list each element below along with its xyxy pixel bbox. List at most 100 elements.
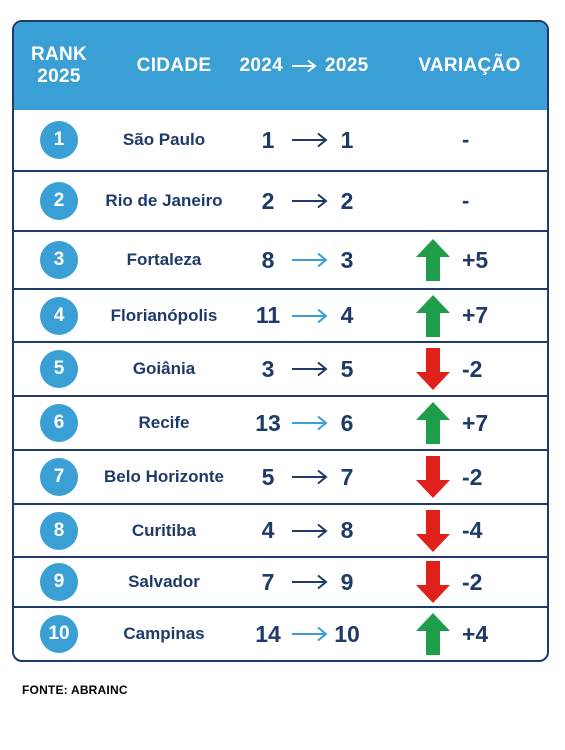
table-header: RANK 2025 CIDADE 2024 2025 VARIAÇÃO	[14, 22, 547, 110]
rank-cell: 6	[36, 397, 82, 449]
arrow-right-icon	[292, 626, 328, 642]
rank-2025: 1	[340, 126, 354, 153]
rank-badge: 4	[40, 296, 78, 335]
rank-change-arrow	[290, 558, 330, 606]
rank-change-arrow	[290, 608, 330, 660]
table-row: 1 São Paulo 1 1 -	[14, 110, 547, 170]
variation-cell: -2	[412, 343, 532, 395]
rank-cell: 4	[36, 290, 82, 341]
variation-value: -2	[462, 568, 483, 595]
variation-value: -2	[462, 463, 483, 490]
header-rank: RANK 2025	[14, 22, 104, 110]
rank-2025: 6	[340, 409, 354, 436]
table-row: 10 Campinas 14 10 +4	[14, 606, 547, 660]
city-name: Campinas	[123, 624, 205, 643]
arrow-down-icon	[416, 456, 450, 498]
rank-change-arrow	[290, 232, 330, 288]
city-name: Salvador	[128, 572, 200, 591]
rank-badge: 1	[40, 121, 78, 159]
arrow-down-icon	[416, 561, 450, 603]
variation-value: +4	[462, 620, 489, 647]
rank-2024: 4	[261, 517, 275, 543]
rank-cell: 1	[36, 110, 82, 170]
arrow-right-icon	[292, 523, 328, 538]
rank-change-arrow	[290, 505, 330, 556]
arrow-right-icon	[292, 415, 328, 431]
arrow-right-icon	[292, 193, 328, 209]
variation-value: +7	[462, 409, 489, 436]
rank-badge: 7	[40, 458, 78, 496]
city-name: Rio de Janeiro	[105, 191, 223, 210]
variation-value: -	[462, 188, 470, 213]
rank-2025: 2	[340, 187, 354, 214]
variation-value: +7	[462, 302, 489, 328]
arrow-right-icon	[292, 574, 328, 590]
city-name: Recife	[138, 413, 190, 432]
variation-value: -	[462, 127, 470, 152]
rank-badge: 8	[40, 511, 78, 550]
rank-2025: 9	[340, 568, 354, 595]
variation-cell: -2	[412, 451, 532, 503]
arrow-right-icon	[292, 252, 328, 268]
header-rank-year: 2025	[37, 66, 81, 87]
rank-2024: 1	[261, 126, 275, 153]
arrow-down-icon	[416, 348, 450, 390]
rank-badge: 5	[40, 350, 78, 388]
variation-cell: -	[412, 172, 532, 230]
rank-2024: 11	[255, 302, 281, 328]
table-row: 7 Belo Horizonte 5 7 -2	[14, 449, 547, 503]
rank-2024: 8	[261, 246, 275, 273]
header-rank-label: RANK	[30, 44, 88, 65]
rank-change-arrow	[290, 343, 330, 395]
variation-value: -2	[462, 355, 483, 382]
table-row: 9 Salvador 7 9 -2	[14, 556, 547, 606]
header-year-to: 2025	[325, 55, 369, 76]
rank-change-arrow	[290, 451, 330, 503]
header-year-from: 2024	[239, 55, 283, 76]
rank-2025: 7	[340, 463, 354, 490]
arrow-up-icon	[416, 239, 450, 281]
rank-badge: 9	[40, 563, 78, 601]
rank-badge: 10	[40, 615, 78, 653]
variation-cell: -2	[412, 558, 532, 606]
city-name: Curitiba	[131, 520, 197, 540]
arrow-right-icon	[292, 132, 328, 148]
variation-value: +5	[462, 246, 489, 273]
header-variation: VARIAÇÃO	[418, 55, 521, 76]
arrow-down-icon	[416, 509, 450, 552]
rank-cell: 10	[36, 608, 82, 660]
variation-cell: +7	[412, 290, 532, 341]
rank-2025: 3	[340, 246, 354, 273]
rank-cell: 3	[36, 232, 82, 288]
table-row: 2 Rio de Janeiro 2 2 -	[14, 170, 547, 230]
table-row: 6 Recife 13 6 +7	[14, 395, 547, 449]
rank-2025: 8	[340, 517, 354, 543]
city-name: Florianópolis	[110, 305, 218, 325]
table-row: 8 Curitiba 4 8 -4	[14, 503, 547, 556]
arrow-up-icon	[416, 402, 450, 444]
table-row: 4 Florianópolis 11 4 +7	[14, 288, 547, 341]
variation-cell: +4	[412, 608, 532, 660]
header-years: 2024 2025	[224, 22, 384, 110]
rank-2024: 14	[255, 620, 281, 647]
arrow-right-icon	[292, 469, 328, 485]
rank-cell: 5	[36, 343, 82, 395]
rank-2024: 7	[261, 568, 275, 595]
rank-2024: 5	[261, 463, 275, 490]
arrow-up-icon	[416, 613, 450, 655]
rank-2024: 3	[261, 355, 275, 382]
rank-badge: 6	[40, 404, 78, 442]
ranking-table: RANK 2025 CIDADE 2024 2025 VARIAÇÃO 1 São…	[12, 20, 549, 662]
variation-cell: +5	[412, 232, 532, 288]
source-note: FONTE: ABRAINC	[22, 683, 128, 697]
variation-cell: +7	[412, 397, 532, 449]
arrow-right-icon	[292, 59, 317, 73]
rank-cell: 8	[36, 505, 82, 556]
header-city: CIDADE	[136, 55, 212, 76]
city-name: Belo Horizonte	[104, 467, 224, 486]
arrow-right-icon	[292, 361, 328, 377]
rank-change-arrow	[290, 397, 330, 449]
rank-badge: 2	[40, 182, 78, 220]
rank-cell: 9	[36, 558, 82, 606]
rank-2024: 2	[261, 187, 275, 214]
